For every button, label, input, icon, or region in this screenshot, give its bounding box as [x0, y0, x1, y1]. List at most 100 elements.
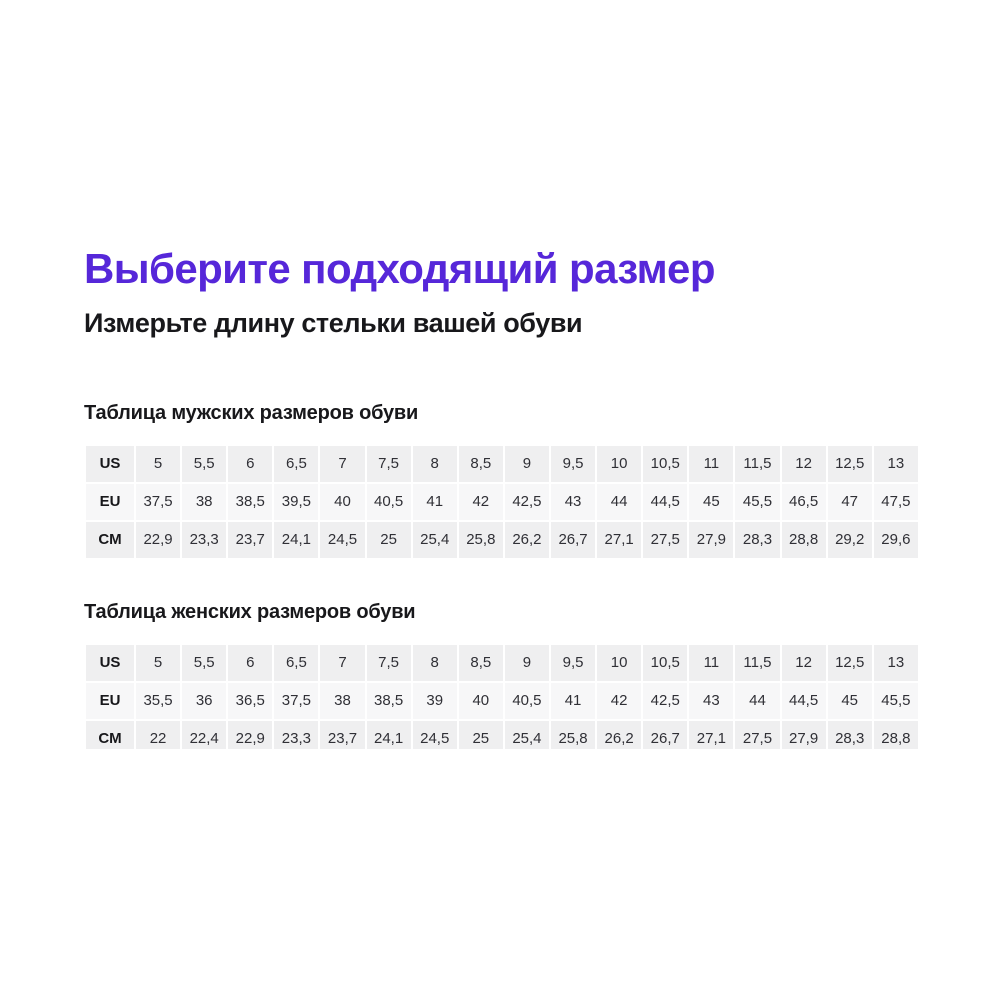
size-cell: 38,5: [366, 683, 411, 720]
size-cell: 37,5: [274, 683, 319, 720]
size-cell: 26,2: [504, 522, 549, 559]
size-cell: 25: [366, 522, 411, 559]
size-cell: 23,7: [228, 522, 273, 559]
size-cell: 27,5: [643, 522, 688, 559]
size-cell: 25: [458, 721, 503, 750]
mens-row-us: US 5 5,5 6 6,5 7 7,5 8 8,5 9 9,5 10 10,5 11 11,5 12 12,5…: [86, 446, 918, 483]
size-cell: 41: [550, 683, 596, 720]
size-cell: 6,5: [274, 645, 319, 682]
row-label-eu: EU: [86, 683, 134, 720]
size-cell: 27,5: [735, 721, 780, 750]
size-cell: 8: [412, 645, 457, 682]
mens-table-title: Таблица мужских размеров обуви: [84, 402, 419, 425]
womens-table-clip: US 5 5,5 6 6,5 7 7,5 8 8,5 9 9,5 10 10,5 11 11,5 12 12,5…: [84, 624, 920, 750]
size-cell: 27,1: [689, 721, 734, 750]
size-cell: 42: [597, 683, 642, 720]
size-cell: 25,8: [550, 721, 596, 750]
size-cell: 10: [597, 645, 642, 682]
size-cell: 46,5: [781, 484, 826, 521]
womens-row-us: US 5 5,5 6 6,5 7 7,5 8 8,5 9 9,5 10 10,5 11 11,5 12 12,5…: [86, 645, 918, 682]
size-cell: 5,5: [182, 446, 227, 483]
size-cell: 8,5: [458, 446, 503, 483]
size-cell: 5: [136, 446, 181, 483]
size-cell: 6,5: [274, 446, 319, 483]
size-cell: 22,4: [182, 721, 227, 750]
size-cell: 26,7: [643, 721, 688, 750]
size-cell: 23,3: [182, 522, 227, 559]
size-cell: 45,5: [735, 484, 780, 521]
womens-size-section: Таблица женских размеров обуви US 5 5,5 6 6,…: [84, 600, 920, 750]
size-cell: 8: [412, 446, 457, 483]
size-cell: 38: [320, 683, 365, 720]
row-label-us: US: [86, 446, 134, 483]
size-cell: 24,5: [320, 522, 365, 559]
size-cell: 47: [827, 484, 872, 521]
size-cell: 25,4: [504, 721, 549, 750]
size-cell: 27,9: [781, 721, 826, 750]
size-cell: 7,5: [366, 645, 411, 682]
size-cell: 9: [504, 446, 549, 483]
size-cell: 7: [320, 645, 365, 682]
size-cell: 24,5: [412, 721, 457, 750]
size-cell: 47,5: [873, 484, 918, 521]
size-cell: 6: [228, 446, 273, 483]
size-cell: 10: [597, 446, 642, 483]
size-cell: 5,5: [182, 645, 227, 682]
size-cell: 44,5: [781, 683, 826, 720]
size-cell: 42,5: [643, 683, 688, 720]
womens-row-eu: EU 35,5 36 36,5 37,5 38 38,5 39 40 40,5 41 42 42,5 43…: [86, 683, 918, 720]
size-cell: 27,1: [597, 522, 642, 559]
size-cell: 36: [182, 683, 227, 720]
size-cell: 5: [136, 645, 181, 682]
size-cell: 24,1: [274, 522, 319, 559]
size-cell: 11: [689, 446, 734, 483]
size-cell: 43: [550, 484, 596, 521]
size-cell: 26,7: [550, 522, 596, 559]
size-cell: 44: [735, 683, 780, 720]
size-cell: 40,5: [504, 683, 549, 720]
size-cell: 23,3: [274, 721, 319, 750]
size-cell: 42,5: [504, 484, 549, 521]
size-cell: 39: [412, 683, 457, 720]
size-cell: 45: [689, 484, 734, 521]
size-cell: 26,2: [597, 721, 642, 750]
size-cell: 22,9: [136, 522, 181, 559]
size-cell: 35,5: [136, 683, 181, 720]
mens-row-eu: EU 37,5 38 38,5 39,5 40 40,5 41 42 42,5 43 44 44,5 45…: [86, 484, 918, 521]
size-cell: 28,3: [827, 721, 872, 750]
size-cell: 38: [182, 484, 227, 521]
size-cell: 42: [458, 484, 503, 521]
size-cell: 24,1: [366, 721, 411, 750]
page-title: Выберите подходящий размер: [84, 245, 715, 292]
size-cell: 12,5: [827, 446, 872, 483]
size-cell: 12: [781, 446, 826, 483]
size-cell: 44,5: [643, 484, 688, 521]
size-cell: 29,2: [827, 522, 872, 559]
size-cell: 25,8: [458, 522, 503, 559]
womens-row-cm: CM 22 22,4 22,9 23,3 23,7 24,1 24,5 25 25,4 25,8 26…: [86, 721, 918, 750]
size-cell: 40,5: [366, 484, 411, 521]
size-cell: 11,5: [735, 645, 780, 682]
size-cell: 22: [136, 721, 181, 750]
size-cell: 45,5: [873, 683, 918, 720]
size-cell: 11: [689, 645, 734, 682]
size-cell: 45: [827, 683, 872, 720]
size-cell: 7,5: [366, 446, 411, 483]
row-label-cm: CM: [86, 522, 134, 559]
size-cell: 38,5: [228, 484, 273, 521]
page-subtitle: Измерьте длину стельки вашей обуви: [84, 308, 583, 339]
size-cell: 23,7: [320, 721, 365, 750]
size-cell: 11,5: [735, 446, 780, 483]
size-cell: 28,8: [781, 522, 826, 559]
mens-size-section: Таблица мужских размеров обуви US 5 5,5 6 6,…: [84, 401, 920, 560]
size-cell: 39,5: [274, 484, 319, 521]
row-label-cm: CM: [86, 721, 134, 750]
womens-size-table: US 5 5,5 6 6,5 7 7,5 8 8,5 9 9,5 10 10,5 11 11,5 12 12,5…: [84, 643, 920, 750]
size-cell: 29,6: [873, 522, 918, 559]
size-cell: 27,9: [689, 522, 734, 559]
size-cell: 22,9: [228, 721, 273, 750]
size-cell: 10,5: [643, 446, 688, 483]
size-cell: 12: [781, 645, 826, 682]
size-cell: 9,5: [550, 645, 596, 682]
